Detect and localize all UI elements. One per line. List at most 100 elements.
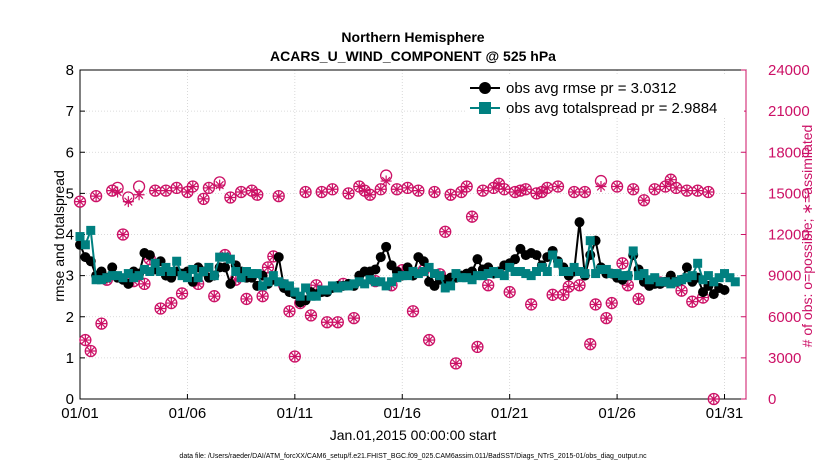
obs-assimilated-point xyxy=(676,285,688,297)
obs-assimilated-point xyxy=(697,292,709,304)
obs-assimilated-point xyxy=(504,286,516,298)
obs-assimilated-point xyxy=(257,290,269,302)
obs-assimilated-point xyxy=(681,185,693,197)
obs-assimilated-point xyxy=(155,303,167,315)
obs-assimilated-point xyxy=(79,334,91,346)
obs-assimilated-point xyxy=(708,393,720,405)
spread-point xyxy=(709,277,719,287)
obs-assimilated-point xyxy=(359,185,371,197)
spread-point xyxy=(499,271,509,281)
obs-assimilated-point xyxy=(300,186,312,198)
obs-assimilated-point xyxy=(289,351,301,363)
spread-point xyxy=(354,277,364,287)
spread-point xyxy=(295,291,305,301)
obs-assimilated-point xyxy=(445,189,457,201)
obs-assimilated-point xyxy=(241,293,252,305)
spread-point xyxy=(204,262,214,272)
obs-assimilated-point xyxy=(595,181,607,193)
spread-point xyxy=(284,281,294,291)
spread-point xyxy=(161,262,171,272)
obs-assimilated-point xyxy=(214,179,226,191)
obs-assimilated-point xyxy=(273,190,285,202)
spread-point xyxy=(634,271,644,281)
obs-assimilated-point xyxy=(198,193,210,205)
obs-assimilated-point xyxy=(649,183,661,195)
legend-label: obs avg rmse pr = 3.0312 xyxy=(506,80,677,97)
obs-assimilated-point xyxy=(106,185,118,197)
spread-point xyxy=(177,271,187,281)
legend-spread-marker xyxy=(479,102,491,114)
spread-point xyxy=(274,277,284,287)
obs-assimilated-point xyxy=(85,345,97,357)
spread-point xyxy=(628,246,638,256)
obs-assimilated-point xyxy=(686,296,698,308)
spread-point xyxy=(666,279,676,289)
obs-assimilated-point xyxy=(407,305,419,317)
obs-assimilated-point xyxy=(149,185,161,197)
obs-assimilated-point xyxy=(74,196,86,208)
obs-assimilated-point xyxy=(321,316,333,328)
obs-assimilated-point xyxy=(343,187,355,199)
spread-point xyxy=(494,269,504,279)
spread-point xyxy=(489,267,499,277)
obs-assimilated-point xyxy=(439,226,451,238)
spread-point xyxy=(376,277,386,287)
spread-point xyxy=(703,271,713,281)
obs-assimilated-point xyxy=(659,181,671,193)
spread-point xyxy=(156,267,166,277)
obs-assimilated-point xyxy=(638,194,650,206)
obs-assimilated-point xyxy=(402,182,414,194)
spread-point xyxy=(150,258,160,268)
y2-tick-label: 18000 xyxy=(768,144,810,161)
y-tick-label: 1 xyxy=(66,350,74,367)
spread-point xyxy=(107,271,117,281)
obs-assimilated-point xyxy=(493,178,505,190)
rmse-point xyxy=(531,250,542,261)
obs-assimilated-point xyxy=(305,309,317,321)
spread-point xyxy=(655,277,665,287)
spread-point xyxy=(456,273,466,283)
spread-point xyxy=(134,271,144,281)
obs-assimilated-point xyxy=(461,181,473,193)
chart-title-line-2: ACARS_U_WIND_COMPONENT @ 525 hPa xyxy=(270,48,556,64)
obs-assimilated-point xyxy=(670,182,682,194)
spread-point xyxy=(333,283,343,293)
y-tick-label: 6 xyxy=(66,144,74,161)
obs-assimilated-point xyxy=(353,181,365,193)
obs-assimilated-point xyxy=(547,289,559,301)
spread-point xyxy=(720,269,730,279)
spread-point xyxy=(408,267,418,277)
obs-assimilated-point xyxy=(310,279,322,291)
obs-assimilated-point xyxy=(332,316,344,328)
obs-assimilated-point xyxy=(584,338,596,350)
spread-point xyxy=(118,273,128,283)
spread-point xyxy=(451,269,461,279)
spread-point xyxy=(596,264,606,274)
obs-assimilated-point xyxy=(90,190,102,202)
spread-point xyxy=(617,271,627,281)
obs-assimilated-point xyxy=(702,186,714,198)
obs-assimilated-point xyxy=(160,185,172,197)
obs-assimilated-point xyxy=(391,183,403,195)
obs-assimilated-point xyxy=(692,185,704,197)
rmse-point xyxy=(144,250,155,261)
obs-assimilated-point xyxy=(520,183,532,195)
spread-point xyxy=(102,273,112,283)
obs-assimilated-point xyxy=(627,183,639,195)
x-tick-label: 01/11 xyxy=(277,405,313,422)
spread-point xyxy=(553,258,563,268)
obs-assimilated-point xyxy=(122,196,134,208)
rmse-point xyxy=(472,254,483,265)
rmse-point xyxy=(273,252,284,263)
obs-assimilated-point xyxy=(482,279,494,291)
spread-point xyxy=(258,281,268,291)
obs-assimilated-point xyxy=(616,257,628,269)
spread-point xyxy=(467,275,477,285)
x-tick-label: 01/16 xyxy=(383,405,421,422)
obs-assimilated-point xyxy=(251,189,263,201)
obs-assimilated-point xyxy=(611,181,623,193)
spread-point xyxy=(80,240,90,250)
spread-point xyxy=(472,271,482,281)
